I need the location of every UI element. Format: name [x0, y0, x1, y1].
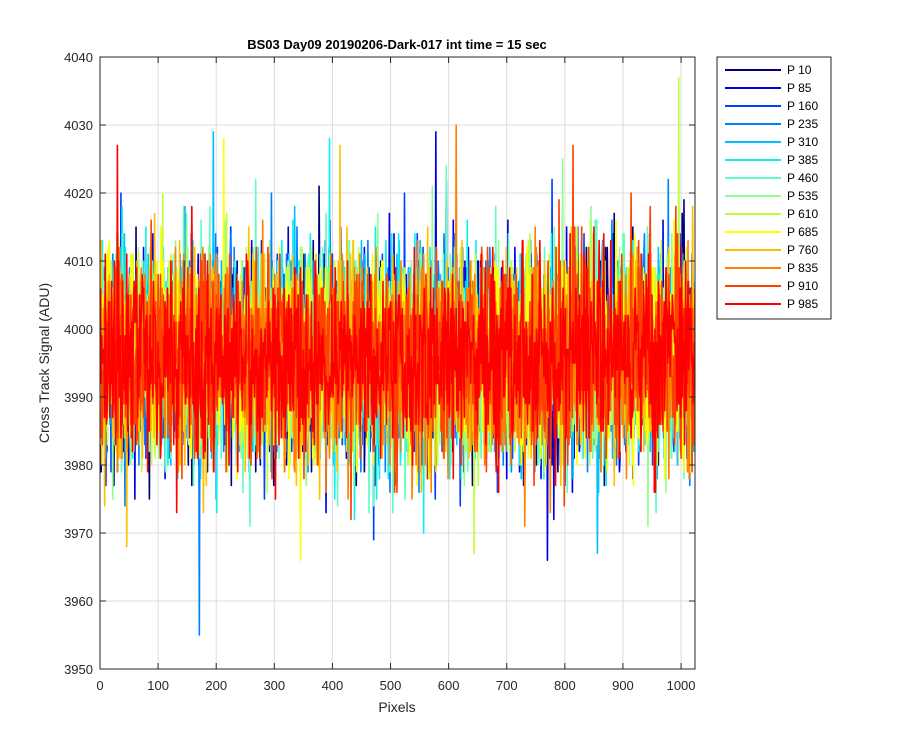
x-tick-label: 300 [263, 678, 285, 693]
legend-label: P 160 [787, 99, 818, 113]
x-tick-label: 200 [205, 678, 227, 693]
x-tick-label: 400 [322, 678, 344, 693]
y-tick-label: 3970 [64, 526, 93, 541]
y-tick-label: 4020 [64, 186, 93, 201]
legend-label: P 10 [787, 63, 812, 77]
y-tick-label: 3950 [64, 662, 93, 677]
x-tick-label: 100 [147, 678, 169, 693]
legend-label: P 985 [787, 297, 818, 311]
x-tick-label: 800 [554, 678, 576, 693]
legend-box [716, 56, 832, 320]
chart-title: BS03 Day09 20190206-Dark-017 int time = … [247, 37, 547, 52]
y-tick-label: 4000 [64, 322, 93, 337]
x-tick-label: 700 [496, 678, 518, 693]
data-series [100, 76, 695, 636]
y-tick-label: 3980 [64, 458, 93, 473]
legend-label: P 760 [787, 243, 818, 257]
y-axis-label: Cross Track Signal (ADU) [36, 283, 52, 443]
plot-frame [99, 56, 696, 670]
x-axis-label: Pixels [378, 699, 415, 715]
x-tick-label: 900 [612, 678, 634, 693]
y-tick-label: 4030 [64, 118, 93, 133]
legend-label: P 910 [787, 279, 818, 293]
y-tick-label: 4040 [64, 50, 93, 65]
legend-label: P 460 [787, 171, 818, 185]
x-tick-label: 500 [380, 678, 402, 693]
y-tick-label: 3990 [64, 390, 93, 405]
legend-label: P 610 [787, 207, 818, 221]
legend-label: P 385 [787, 153, 818, 167]
legend-label: P 535 [787, 189, 818, 203]
legend-label: P 85 [787, 81, 812, 95]
x-tick-label: 600 [438, 678, 460, 693]
legend: P 10 P 85 P 160 P 235 P 310 P 385 P 460 P 535 P … [716, 56, 832, 320]
legend-label: P 835 [787, 261, 818, 275]
x-tick-label: 0 [96, 678, 103, 693]
series-line-p985 [100, 144, 695, 514]
axis-ticks: 0 100 200 300 400 500 600 700 800 900 1000 3950 3960… [64, 50, 695, 693]
y-tick-label: 3960 [64, 594, 93, 609]
legend-label: P 235 [787, 117, 818, 131]
legend-label: P 685 [787, 225, 818, 239]
x-tick-label: 1000 [667, 678, 696, 693]
legend-label: P 310 [787, 135, 818, 149]
y-tick-label: 4010 [64, 254, 93, 269]
